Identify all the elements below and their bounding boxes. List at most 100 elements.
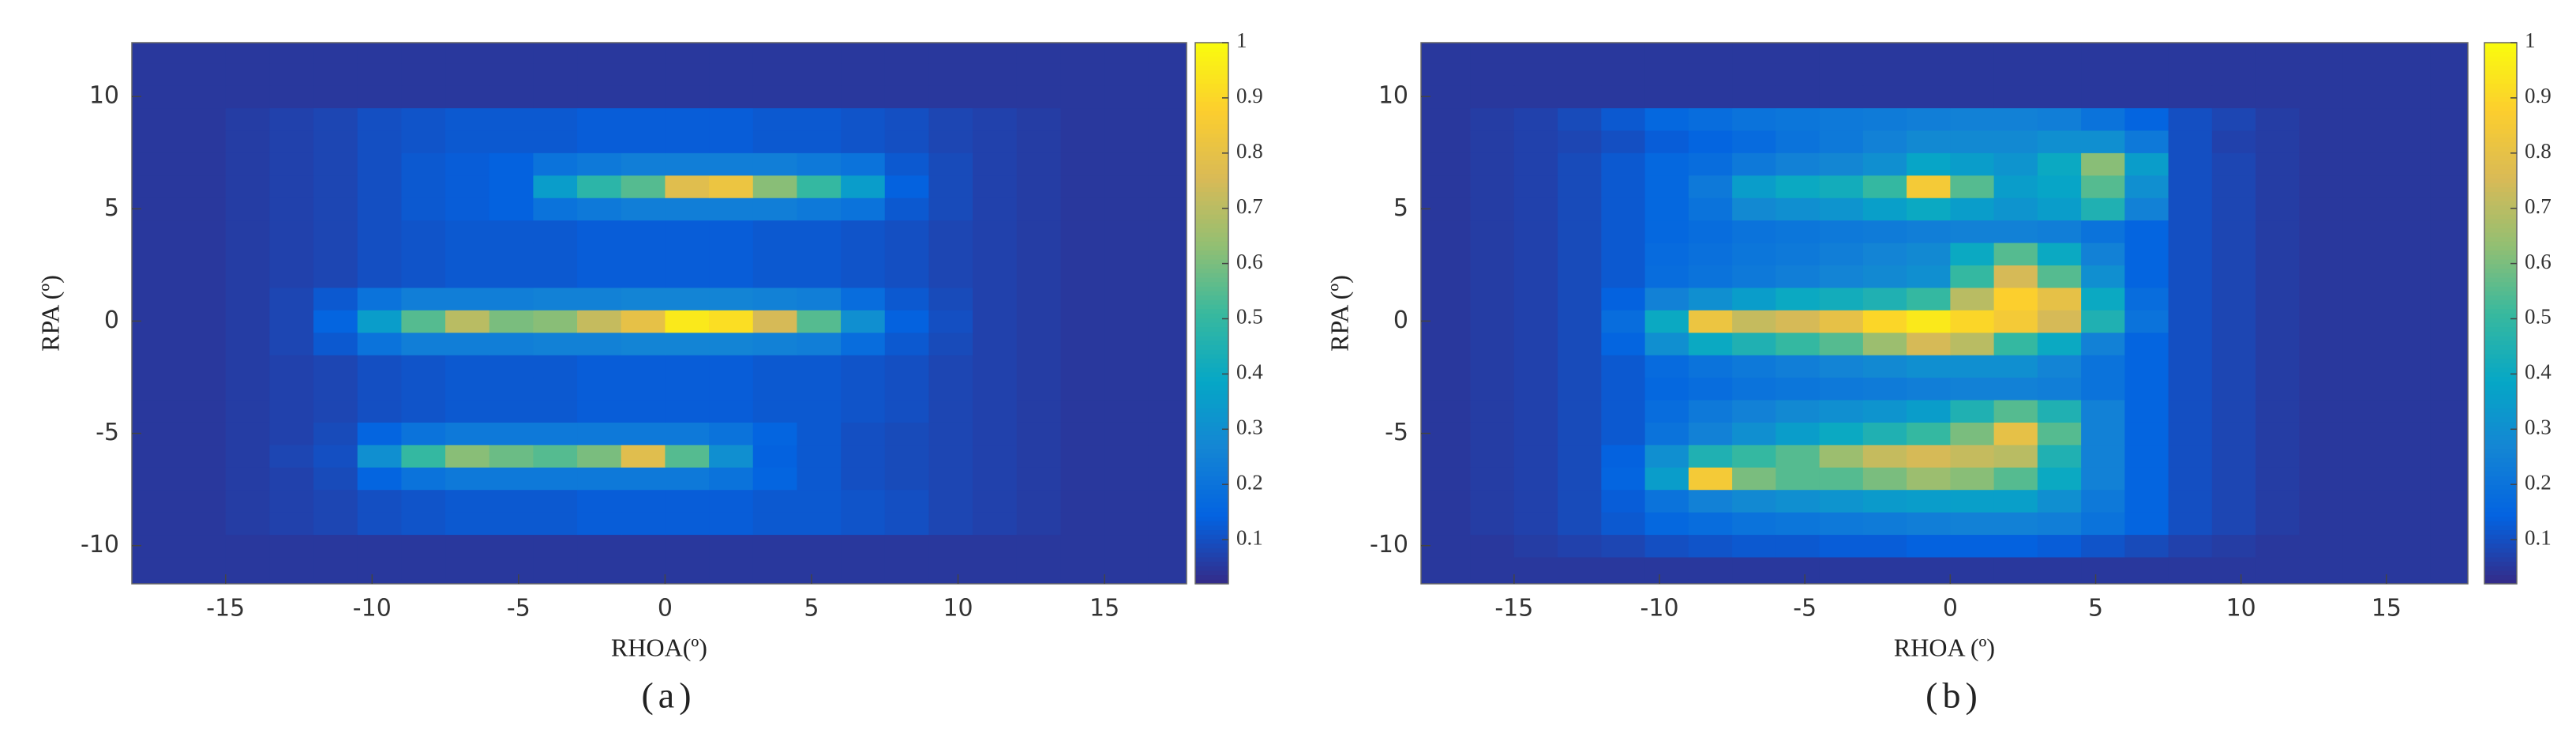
heat-cell: [1016, 43, 1062, 64]
heat-cell: [1060, 107, 1105, 131]
heat-cell: [401, 220, 446, 243]
heat-cell: [841, 220, 886, 243]
heat-cell: [1950, 85, 1995, 109]
colorbar-segment: [2484, 182, 2517, 188]
heat-cell: [1060, 332, 1105, 355]
heat-cell: [2037, 310, 2082, 333]
y-tick-label: 5: [1393, 194, 1408, 222]
heat-cell: [884, 332, 930, 355]
heat-cell: [577, 467, 622, 491]
heat-cell: [884, 355, 930, 378]
heat-cell: [225, 399, 271, 423]
heat-cell: [621, 130, 666, 153]
heat-cell: [1775, 534, 1820, 558]
colorbar-segment: [2484, 318, 2517, 323]
heat-cell: [2124, 399, 2169, 423]
heat-cell: [2211, 489, 2256, 513]
colorbar-segment: [2484, 191, 2517, 197]
heat-cell: [665, 130, 710, 153]
heat-cell: [2299, 534, 2344, 558]
colorbar-segment: [1195, 525, 1228, 531]
heat-cell: [928, 242, 973, 265]
heat-cell: [1732, 556, 1776, 580]
colorbar-segment: [2484, 421, 2517, 427]
colorbar-segment: [1195, 186, 1228, 192]
heat-cell: [2386, 265, 2431, 288]
heat-cell: [225, 332, 271, 355]
heat-cell: [1732, 197, 1776, 221]
heat-cell: [1558, 107, 1602, 131]
heat-cell: [2168, 467, 2213, 491]
heat-cell: [1993, 43, 2038, 64]
heat-cell: [1862, 332, 1907, 355]
heat-cell: [182, 43, 227, 64]
heat-cell: [2211, 107, 2256, 131]
heat-cell: [928, 422, 973, 446]
heat-cell: [928, 220, 973, 243]
heat-cell: [182, 197, 227, 221]
heat-cell: [2037, 534, 2082, 558]
heat-cell: [1016, 310, 1062, 333]
heat-cell: [2255, 556, 2300, 580]
heat-cell: [1907, 489, 1951, 513]
heat-cell: [928, 310, 973, 333]
heat-cell: [1950, 512, 1995, 536]
heat-cell: [225, 422, 271, 446]
heat-cell: [2124, 422, 2169, 446]
colorbar-segment: [2484, 268, 2517, 273]
heat-cell: [182, 467, 227, 491]
heat-cell: [1732, 265, 1776, 288]
heat-cell: [1148, 220, 1187, 243]
heat-cell: [1470, 175, 1515, 198]
heat-cell: [1775, 377, 1820, 401]
colorbar-segment: [2484, 439, 2517, 445]
heat-cell: [2430, 489, 2468, 513]
heat-cell: [841, 152, 886, 176]
heat-cell: [1601, 399, 1646, 423]
heat-cell: [2430, 62, 2468, 86]
x-tick-label: 0: [658, 595, 673, 623]
heat-cell: [1688, 556, 1733, 580]
heat-cell: [928, 43, 973, 64]
colorbar-segment: [1195, 412, 1228, 418]
heat-cell: [489, 43, 534, 64]
heat-cell: [2124, 556, 2169, 580]
colorbar-segment: [2484, 173, 2517, 179]
heat-cell: [577, 377, 622, 401]
heat-cell: [709, 220, 754, 243]
heat-cell: [577, 512, 622, 536]
colorbar-segment: [2484, 331, 2517, 337]
heat-cell: [445, 534, 490, 558]
heat-cell: [137, 62, 182, 86]
colorbar-segment: [1195, 421, 1228, 427]
heat-cell: [577, 85, 622, 109]
heat-cell: [841, 377, 886, 401]
heat-cell: [2211, 265, 2256, 288]
heat-cell: [1060, 265, 1105, 288]
heat-cell: [2430, 332, 2468, 355]
heat-cell: [973, 152, 1018, 176]
heat-cell: [2255, 332, 2300, 355]
colorbar-segment: [1195, 326, 1228, 332]
heat-cell: [1601, 220, 1646, 243]
heat-cell: [2255, 355, 2300, 378]
heat-cell: [2211, 85, 2256, 109]
heat-cell: [1862, 377, 1907, 401]
heat-cell: [445, 444, 490, 468]
heat-cell: [797, 85, 842, 109]
colorbar-segment: [2484, 186, 2517, 192]
heat-cell: [1732, 377, 1776, 401]
colorbar-segment: [1195, 164, 1228, 170]
heat-cell: [2211, 152, 2256, 176]
x-tick-label: 5: [2088, 595, 2103, 623]
heat-cell: [357, 197, 403, 221]
heat-cell: [797, 556, 842, 580]
heat-cell: [2037, 377, 2082, 401]
heat-cell: [1644, 62, 1689, 86]
heat-cell: [225, 107, 271, 131]
heat-cell: [1993, 287, 2038, 310]
heat-cell: [2386, 310, 2431, 333]
colorbar-segment: [2484, 371, 2517, 378]
colorbar-segment: [1195, 498, 1228, 503]
heat-cell: [1732, 399, 1776, 423]
